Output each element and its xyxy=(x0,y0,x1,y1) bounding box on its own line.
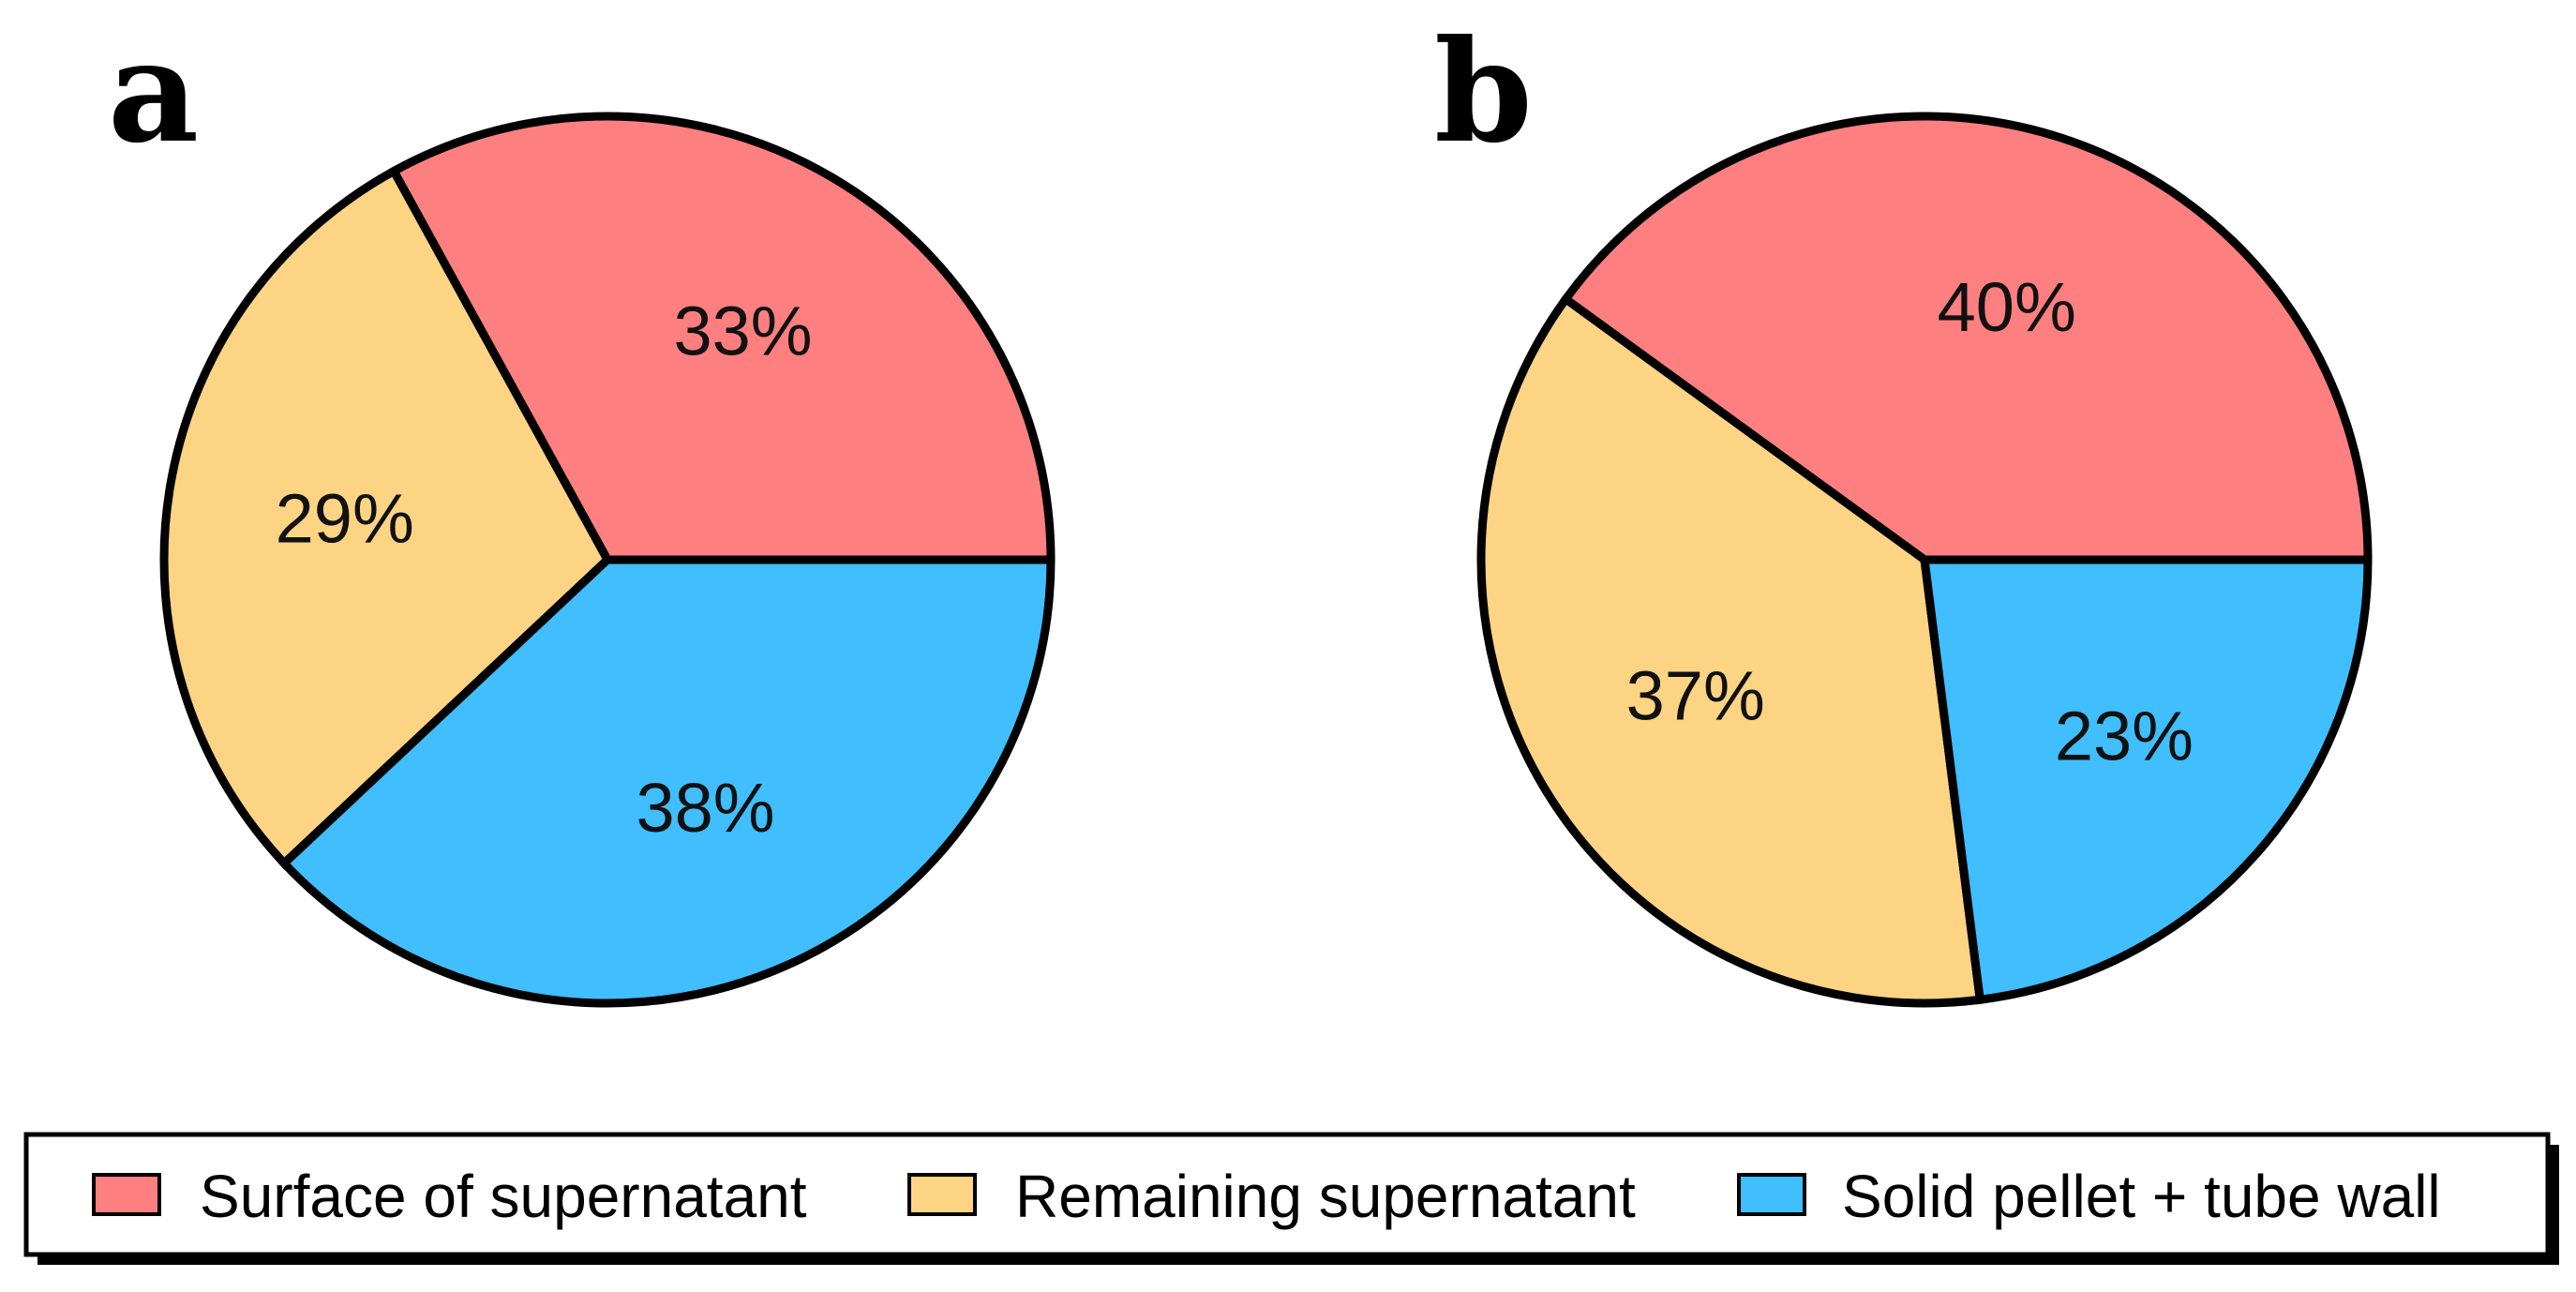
pie-b-slice-solid xyxy=(1919,555,2373,1005)
pie-chart-b: b 40% 37% 23% xyxy=(1434,9,2373,1008)
pie-a-slice-solid xyxy=(277,555,1056,1008)
pie-b-label-surface: 40% xyxy=(1938,268,2076,346)
legend-label-surface: Surface of supernatant xyxy=(200,1163,807,1230)
legend-box xyxy=(23,1132,2551,1257)
pie-b-label-solid: 23% xyxy=(2055,698,2194,775)
pie-a-label-remaining: 29% xyxy=(276,480,414,558)
legend-swatch-remaining xyxy=(907,1173,977,1216)
pie-b-slice-remaining xyxy=(1476,293,1985,1008)
panel-label-b: b xyxy=(1434,9,1533,174)
legend-swatch-surface xyxy=(92,1173,161,1216)
legend-label-solid: Solid pellet + tube wall xyxy=(1842,1163,2441,1230)
legend: Surface of supernatant Remaining superna… xyxy=(23,1132,2559,1265)
pie-b-slice-surface xyxy=(1560,112,2373,564)
pie-chart-a: a 33% 29% 38% xyxy=(108,9,1056,1008)
panel-label-a: a xyxy=(108,9,199,174)
legend-label-remaining: Remaining supernatant xyxy=(1015,1163,1636,1230)
pie-a-label-solid: 38% xyxy=(636,769,774,847)
pie-a-label-surface: 33% xyxy=(673,293,812,370)
pie-b-label-remaining: 37% xyxy=(1626,657,1765,735)
pie-a-slice-remaining xyxy=(159,165,613,870)
pie-a-slice-surface xyxy=(388,112,1056,564)
legend-swatch-solid xyxy=(1737,1173,1806,1216)
